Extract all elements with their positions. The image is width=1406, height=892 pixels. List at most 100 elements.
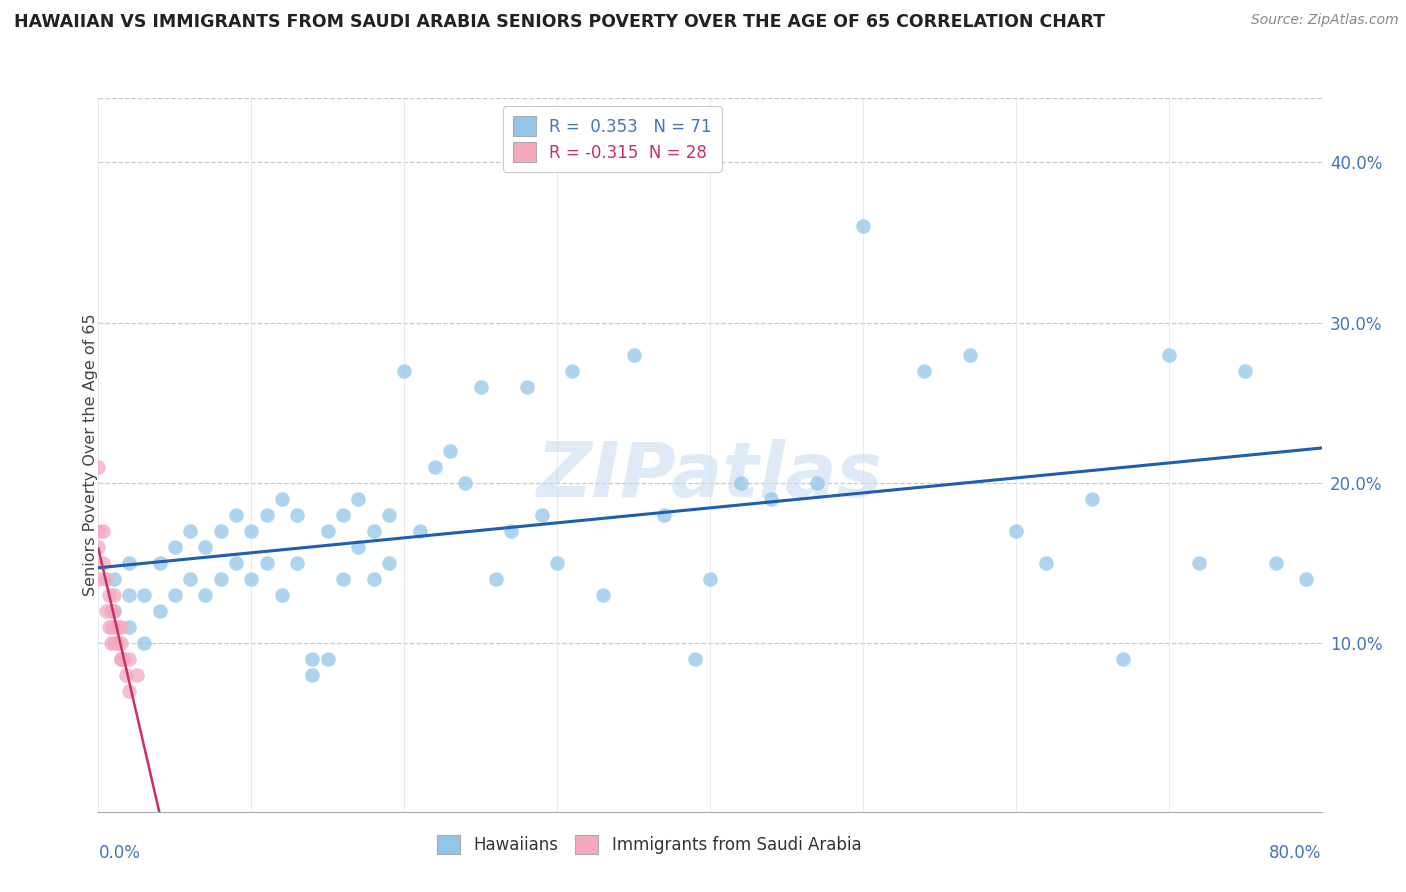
Point bbox=[118, 620, 141, 634]
Point bbox=[94, 604, 117, 618]
Point bbox=[209, 524, 232, 538]
Point bbox=[301, 668, 323, 682]
Point bbox=[392, 364, 416, 378]
Point bbox=[1264, 556, 1286, 570]
Point bbox=[118, 588, 141, 602]
Point bbox=[194, 588, 217, 602]
Point bbox=[118, 684, 141, 698]
Point bbox=[118, 556, 141, 570]
Text: 80.0%: 80.0% bbox=[1270, 844, 1322, 862]
Point bbox=[485, 572, 508, 586]
Point bbox=[806, 475, 828, 490]
Point bbox=[103, 588, 125, 602]
Point bbox=[546, 556, 568, 570]
Point bbox=[87, 572, 110, 586]
Point bbox=[347, 491, 370, 506]
Point bbox=[98, 620, 121, 634]
Point bbox=[225, 508, 247, 522]
Point bbox=[103, 620, 125, 634]
Point bbox=[912, 364, 935, 378]
Point bbox=[332, 572, 354, 586]
Point bbox=[134, 588, 156, 602]
Point bbox=[94, 572, 117, 586]
Point bbox=[91, 556, 114, 570]
Point bbox=[959, 348, 981, 362]
Point bbox=[163, 588, 186, 602]
Point bbox=[592, 588, 614, 602]
Point bbox=[423, 459, 446, 474]
Point bbox=[100, 604, 122, 618]
Point bbox=[163, 540, 186, 554]
Point bbox=[1157, 348, 1180, 362]
Point bbox=[759, 491, 782, 506]
Point bbox=[270, 588, 292, 602]
Point bbox=[730, 475, 752, 490]
Text: Source: ZipAtlas.com: Source: ZipAtlas.com bbox=[1251, 13, 1399, 28]
Point bbox=[110, 636, 132, 650]
Point bbox=[363, 572, 385, 586]
Point bbox=[103, 604, 125, 618]
Point bbox=[270, 491, 292, 506]
Point bbox=[225, 556, 247, 570]
Point bbox=[256, 508, 278, 522]
Point bbox=[110, 620, 132, 634]
Point bbox=[100, 636, 122, 650]
Point bbox=[1035, 556, 1057, 570]
Point bbox=[103, 636, 125, 650]
Point bbox=[134, 636, 156, 650]
Point bbox=[378, 508, 401, 522]
Point bbox=[1081, 491, 1104, 506]
Point bbox=[149, 604, 172, 618]
Point bbox=[1112, 652, 1135, 666]
Point bbox=[194, 540, 217, 554]
Point bbox=[98, 588, 121, 602]
Point bbox=[179, 572, 201, 586]
Point bbox=[1234, 364, 1257, 378]
Point bbox=[87, 459, 110, 474]
Point bbox=[470, 380, 492, 394]
Point bbox=[852, 219, 875, 234]
Point bbox=[285, 508, 308, 522]
Point bbox=[179, 524, 201, 538]
Point bbox=[118, 652, 141, 666]
Point bbox=[501, 524, 523, 538]
Point bbox=[285, 556, 308, 570]
Point bbox=[91, 524, 114, 538]
Point bbox=[623, 348, 645, 362]
Point bbox=[454, 475, 477, 490]
Point bbox=[301, 652, 323, 666]
Point bbox=[1004, 524, 1026, 538]
Point bbox=[316, 652, 339, 666]
Point bbox=[240, 524, 263, 538]
Point bbox=[332, 508, 354, 522]
Text: 0.0%: 0.0% bbox=[98, 844, 141, 862]
Legend: Hawaiians, Immigrants from Saudi Arabia: Hawaiians, Immigrants from Saudi Arabia bbox=[430, 828, 868, 861]
Point bbox=[103, 572, 125, 586]
Point bbox=[115, 668, 138, 682]
Point bbox=[112, 652, 135, 666]
Point bbox=[105, 636, 128, 650]
Point bbox=[149, 556, 172, 570]
Point bbox=[561, 364, 583, 378]
Point bbox=[103, 604, 125, 618]
Point bbox=[87, 524, 110, 538]
Point bbox=[699, 572, 721, 586]
Point bbox=[110, 652, 132, 666]
Point bbox=[530, 508, 553, 522]
Point bbox=[125, 668, 148, 682]
Point bbox=[107, 620, 129, 634]
Point bbox=[347, 540, 370, 554]
Point bbox=[516, 380, 538, 394]
Point bbox=[408, 524, 430, 538]
Point bbox=[363, 524, 385, 538]
Point bbox=[209, 572, 232, 586]
Text: ZIPatlas: ZIPatlas bbox=[537, 440, 883, 513]
Point bbox=[240, 572, 263, 586]
Point bbox=[316, 524, 339, 538]
Text: HAWAIIAN VS IMMIGRANTS FROM SAUDI ARABIA SENIORS POVERTY OVER THE AGE OF 65 CORR: HAWAIIAN VS IMMIGRANTS FROM SAUDI ARABIA… bbox=[14, 13, 1105, 31]
Y-axis label: Seniors Poverty Over the Age of 65: Seniors Poverty Over the Age of 65 bbox=[83, 314, 97, 596]
Point bbox=[87, 540, 110, 554]
Point bbox=[652, 508, 675, 522]
Point bbox=[683, 652, 706, 666]
Point bbox=[256, 556, 278, 570]
